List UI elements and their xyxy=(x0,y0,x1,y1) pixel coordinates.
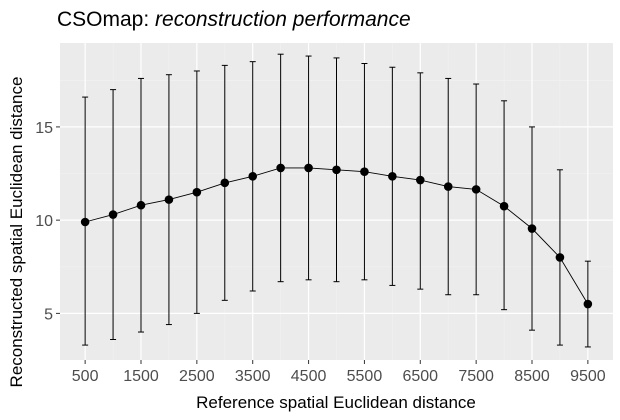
data-point xyxy=(360,167,369,176)
data-point xyxy=(164,195,174,204)
x-tick-label: 500 xyxy=(72,368,99,385)
data-point xyxy=(332,165,341,175)
y-axis-title: Reconstructed spatial Euclidean distance xyxy=(7,77,26,388)
data-point xyxy=(248,172,258,181)
chart-title-plain: CSOmap: xyxy=(57,8,155,31)
y-tick-label: 5 xyxy=(44,306,53,323)
data-point xyxy=(80,217,90,227)
data-point xyxy=(443,182,453,191)
x-tick-label: 3500 xyxy=(235,368,271,385)
chart-title-italic: reconstruction performance xyxy=(155,8,411,31)
data-point xyxy=(276,163,285,173)
data-point xyxy=(108,210,118,219)
y-tick-label: 15 xyxy=(35,120,53,137)
x-tick-label: 2500 xyxy=(179,368,215,385)
data-points xyxy=(80,163,593,309)
data-point xyxy=(220,178,230,188)
x-tick-label: 7500 xyxy=(458,368,494,385)
data-point xyxy=(583,299,593,309)
x-tick-label: 1500 xyxy=(123,368,159,385)
data-point xyxy=(415,175,425,185)
y-axis: 5 10 15 xyxy=(35,120,60,323)
data-point xyxy=(136,200,146,210)
data-point xyxy=(555,253,565,262)
data-point xyxy=(471,185,481,194)
y-tick-label: 10 xyxy=(35,213,53,230)
data-point xyxy=(388,172,397,181)
chart-title: CSOmap: reconstruction performance xyxy=(57,8,411,31)
x-axis-title: Reference spatial Euclidean distance xyxy=(196,393,476,412)
x-tick-label: 6500 xyxy=(402,368,438,385)
x-axis: 500 1500 2500 3500 4500 5500 6500 7500 8500 9500 xyxy=(72,360,606,385)
x-tick-label: 8500 xyxy=(514,368,550,385)
data-point xyxy=(192,187,202,197)
data-point xyxy=(499,201,509,211)
data-point xyxy=(304,163,313,173)
data-point xyxy=(527,224,537,233)
x-tick-label: 5500 xyxy=(347,368,383,385)
x-tick-label: 9500 xyxy=(570,368,606,385)
x-tick-label: 4500 xyxy=(291,368,327,385)
